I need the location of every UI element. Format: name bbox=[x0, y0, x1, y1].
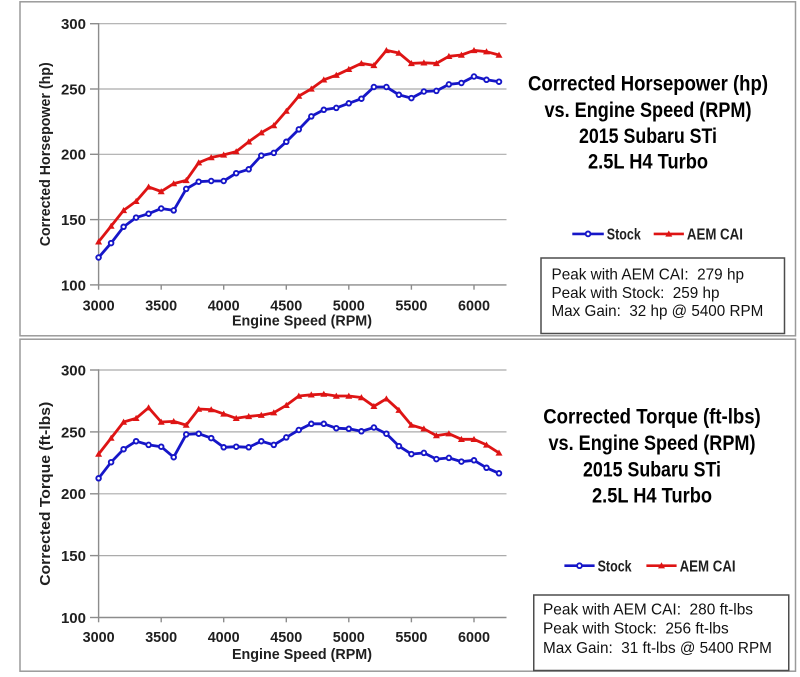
svg-text:Peak with AEM CAI: 280 ft-lbs: Peak with AEM CAI: 280 ft-lbs bbox=[543, 602, 753, 619]
svg-text:100: 100 bbox=[61, 277, 86, 294]
svg-text:300: 300 bbox=[61, 362, 86, 379]
svg-text:4500: 4500 bbox=[270, 629, 302, 646]
svg-text:Engine Speed (RPM): Engine Speed (RPM) bbox=[232, 646, 372, 663]
svg-text:2.5L H4 Turbo: 2.5L H4 Turbo bbox=[588, 150, 708, 173]
svg-text:Peak with Stock: 259 hp: Peak with Stock: 259 hp bbox=[552, 285, 720, 302]
svg-text:6000: 6000 bbox=[458, 629, 490, 646]
svg-text:200: 200 bbox=[61, 147, 86, 164]
svg-text:2015 Subaru STi: 2015 Subaru STi bbox=[583, 459, 721, 482]
svg-text:250: 250 bbox=[61, 81, 86, 98]
svg-text:vs. Engine Speed (RPM): vs. Engine Speed (RPM) bbox=[545, 99, 752, 122]
svg-text:Stock: Stock bbox=[598, 559, 632, 576]
svg-text:Corrected Horsepower (hp): Corrected Horsepower (hp) bbox=[528, 73, 768, 96]
svg-text:3000: 3000 bbox=[83, 629, 115, 646]
svg-text:Max Gain: 31 ft-lbs @ 5400 RP: Max Gain: 31 ft-lbs @ 5400 RPM bbox=[543, 640, 772, 657]
svg-text:Peak with AEM CAI: 279 hp: Peak with AEM CAI: 279 hp bbox=[552, 267, 745, 284]
svg-text:3500: 3500 bbox=[145, 629, 177, 646]
svg-text:5000: 5000 bbox=[333, 629, 365, 646]
svg-text:2015 Subaru STi: 2015 Subaru STi bbox=[579, 125, 717, 148]
svg-text:300: 300 bbox=[61, 16, 86, 33]
svg-text:AEM CAI: AEM CAI bbox=[687, 227, 743, 244]
svg-text:200: 200 bbox=[61, 486, 86, 503]
svg-text:4500: 4500 bbox=[270, 298, 302, 315]
svg-text:Corrected Torque (ft-lbs): Corrected Torque (ft-lbs) bbox=[37, 402, 54, 586]
svg-text:150: 150 bbox=[61, 212, 86, 229]
svg-text:5500: 5500 bbox=[395, 298, 427, 315]
svg-text:3500: 3500 bbox=[145, 298, 177, 315]
svg-text:Corrected Torque (ft-lbs): Corrected Torque (ft-lbs) bbox=[543, 406, 761, 429]
svg-text:4000: 4000 bbox=[208, 629, 240, 646]
svg-text:5500: 5500 bbox=[395, 629, 427, 646]
svg-text:5000: 5000 bbox=[333, 298, 365, 315]
svg-text:3000: 3000 bbox=[83, 298, 115, 315]
svg-text:AEM CAI: AEM CAI bbox=[680, 559, 736, 576]
svg-text:2.5L H4 Turbo: 2.5L H4 Turbo bbox=[592, 485, 712, 508]
svg-text:Stock: Stock bbox=[607, 227, 641, 244]
svg-text:Max Gain: 32 hp @ 5400 RPM: Max Gain: 32 hp @ 5400 RPM bbox=[552, 303, 764, 320]
svg-text:4000: 4000 bbox=[208, 298, 240, 315]
svg-text:150: 150 bbox=[61, 548, 86, 565]
svg-text:100: 100 bbox=[61, 610, 86, 627]
svg-text:Engine Speed (RPM): Engine Speed (RPM) bbox=[232, 313, 372, 330]
svg-text:6000: 6000 bbox=[458, 298, 490, 315]
svg-text:vs. Engine Speed (RPM): vs. Engine Speed (RPM) bbox=[549, 432, 756, 455]
svg-text:Corrected Horsepower (hp): Corrected Horsepower (hp) bbox=[37, 62, 54, 246]
svg-text:250: 250 bbox=[61, 424, 86, 441]
svg-text:Peak with Stock: 256 ft-lbs: Peak with Stock: 256 ft-lbs bbox=[543, 621, 729, 638]
